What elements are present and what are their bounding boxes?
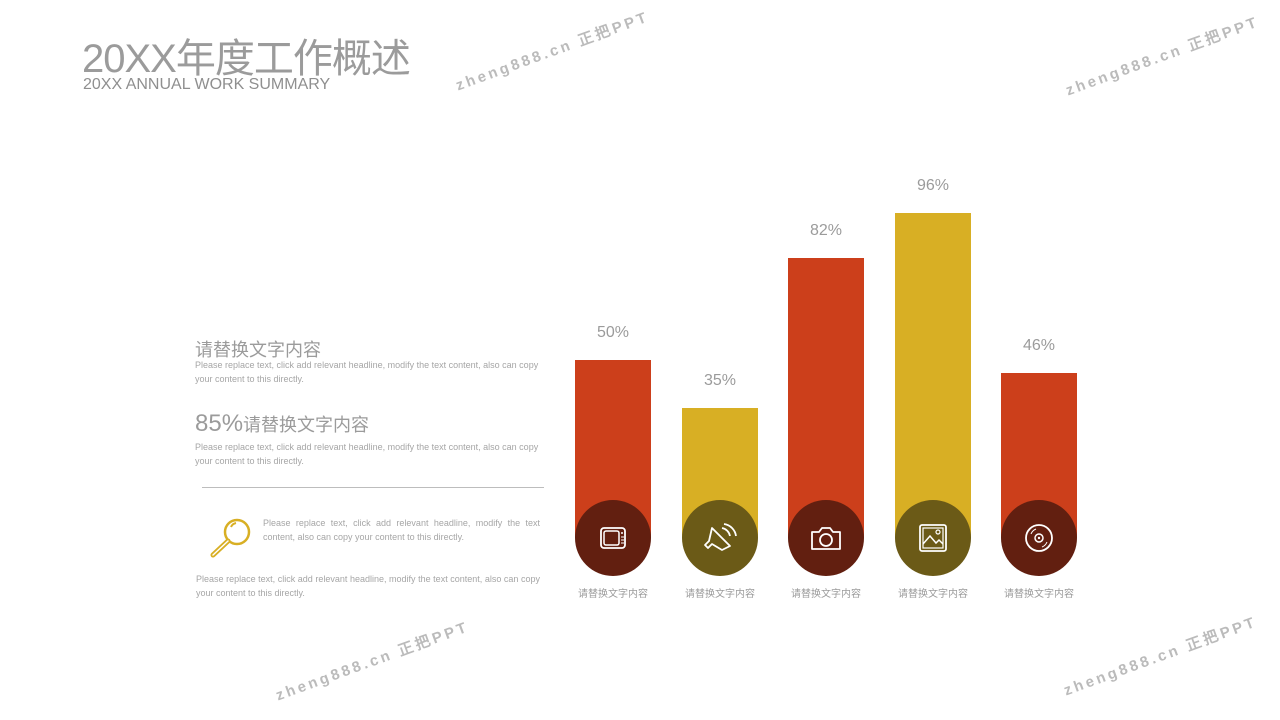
divider [202, 487, 544, 488]
bar [788, 257, 864, 538]
block2-text: Please replace text, click add relevant … [195, 442, 539, 466]
watermark: zheng888.cn 正把PPT [1063, 13, 1262, 100]
data-label: 50% [596, 324, 630, 341]
picture-icon [895, 500, 971, 576]
data-label: 35% [703, 372, 737, 389]
block2-heading: 请替换文字内容 [243, 415, 370, 435]
camera-icon [788, 500, 864, 576]
category-label: 请替换文字内容 [898, 589, 968, 600]
magnifier-icon [207, 515, 255, 566]
data-label: 82% [809, 221, 843, 239]
block1-heading: 请替换文字内容 [195, 340, 321, 360]
watermark: zheng888.cn 正把PPT [1061, 613, 1260, 700]
watermark: zheng888.cn 正把PPT [273, 618, 472, 705]
page-subtitle: 20XX ANNUAL WORK SUMMARY [83, 76, 331, 93]
block2-heading-row: 85%请替换文字内容 [195, 410, 369, 438]
block4-text: Please replace text, click add relevant … [196, 574, 540, 598]
bar [895, 212, 971, 538]
block2-percent: 85% [195, 410, 244, 437]
watermark: zheng888.cn 正把PPT [453, 8, 652, 95]
block3-text: Please replace text, click add relevant … [263, 518, 540, 542]
category-label: 请替换文字内容 [1004, 589, 1074, 600]
disc-icon [1001, 500, 1077, 576]
category-label: 请替换文字内容 [578, 589, 648, 600]
data-label: 46% [1022, 336, 1056, 354]
category-label: 请替换文字内容 [791, 589, 861, 600]
speaker-icon [682, 500, 758, 576]
tv-icon [575, 500, 651, 576]
block1-text: Please replace text, click add relevant … [195, 360, 539, 384]
page-title: 20XX年度工作概述 [82, 37, 411, 81]
category-label: 请替换文字内容 [685, 589, 755, 600]
data-label: 96% [916, 176, 950, 194]
